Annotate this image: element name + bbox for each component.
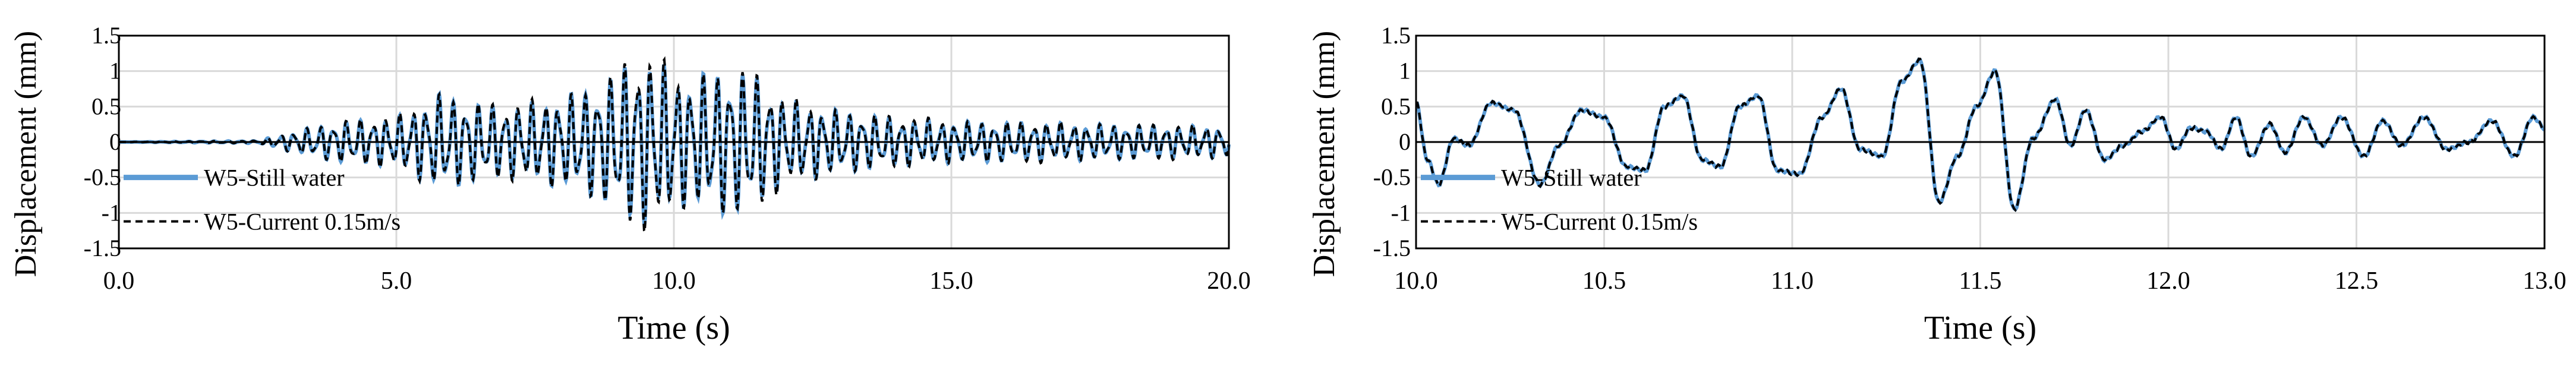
- legend: W5-Still water W5-Current 0.15m/s: [1421, 165, 1698, 235]
- series-line-current: [1415, 57, 2546, 212]
- x-tick-label: 11.5: [1959, 267, 2002, 295]
- plot-frame: [1415, 34, 2546, 250]
- x-tick-label: 10.0: [652, 267, 696, 295]
- x-tick-labels: 10.0 10.5 11.0 11.5 12.0 12.5 13.0: [1394, 267, 2566, 295]
- y-axis-label: Displacement (mm): [1307, 31, 1341, 277]
- x-tick-label: 0.0: [103, 267, 135, 295]
- y-tick-label: -1.5: [84, 235, 121, 261]
- chart-panel-left: 1.510.50-0.5-1-1.5 0.0 5.0 10.0 15.0 20.0 Di…: [9, 22, 1251, 346]
- x-tick-label: 12.0: [2146, 267, 2190, 295]
- x-tick-label: 11.0: [1771, 267, 1814, 295]
- x-tick-label: 13.0: [2523, 267, 2566, 295]
- y-tick-label: 1: [1399, 58, 1411, 84]
- legend-still-water-label: W5-Still water: [1501, 165, 1642, 191]
- x-axis-label: Time (s): [1924, 310, 2036, 346]
- x-tick-label: 15.0: [929, 267, 973, 295]
- y-axis-label: Displacement (mm): [9, 31, 43, 277]
- x-tick-label: 12.5: [2335, 267, 2379, 295]
- y-tick-labels: 1.5 1 0.5 0 -0.5 -1 -1.5: [1373, 22, 1411, 261]
- x-tick-label: 5.0: [381, 267, 412, 295]
- legend: W5-Still water W5-Current 0.15m/s: [124, 165, 401, 235]
- y-tick-label: 0.5: [1381, 93, 1411, 119]
- x-tick-label: 10.0: [1394, 267, 1438, 295]
- y-tick-label: -1.5: [1373, 235, 1411, 261]
- y-tick-label: 0: [1399, 128, 1411, 155]
- series-line-current: [119, 56, 1230, 236]
- legend-still-water-label: W5-Still water: [204, 165, 345, 191]
- chart-panel-right: 1.510.50-0.5-1-1.5 10.0 10.5 11.0 11.5 12.0 1…: [1307, 22, 2566, 346]
- y-tick-label: -0.5: [84, 164, 121, 191]
- y-tick-label: 0.5: [92, 93, 121, 119]
- x-tick-label: 20.0: [1207, 267, 1251, 295]
- legend-current-label: W5-Current 0.15m/s: [204, 209, 401, 235]
- legend-current-label: W5-Current 0.15m/s: [1501, 209, 1698, 235]
- series-lines: [1415, 57, 2546, 212]
- y-tick-label: 1.5: [1381, 22, 1411, 49]
- x-tick-label: 10.5: [1582, 267, 1626, 295]
- x-axis-label: Time (s): [617, 310, 730, 346]
- y-tick-label: -0.5: [1373, 164, 1411, 191]
- x-tick-labels: 0.0 5.0 10.0 15.0 20.0: [103, 267, 1251, 295]
- y-tick-label: -1: [1391, 199, 1411, 226]
- y-tick-label: -1: [102, 199, 121, 226]
- plot-frame: [118, 34, 1230, 250]
- y-tick-label: 1.5: [92, 22, 121, 49]
- y-tick-labels: 1.510.50-0.5-1-1.5: [84, 22, 121, 261]
